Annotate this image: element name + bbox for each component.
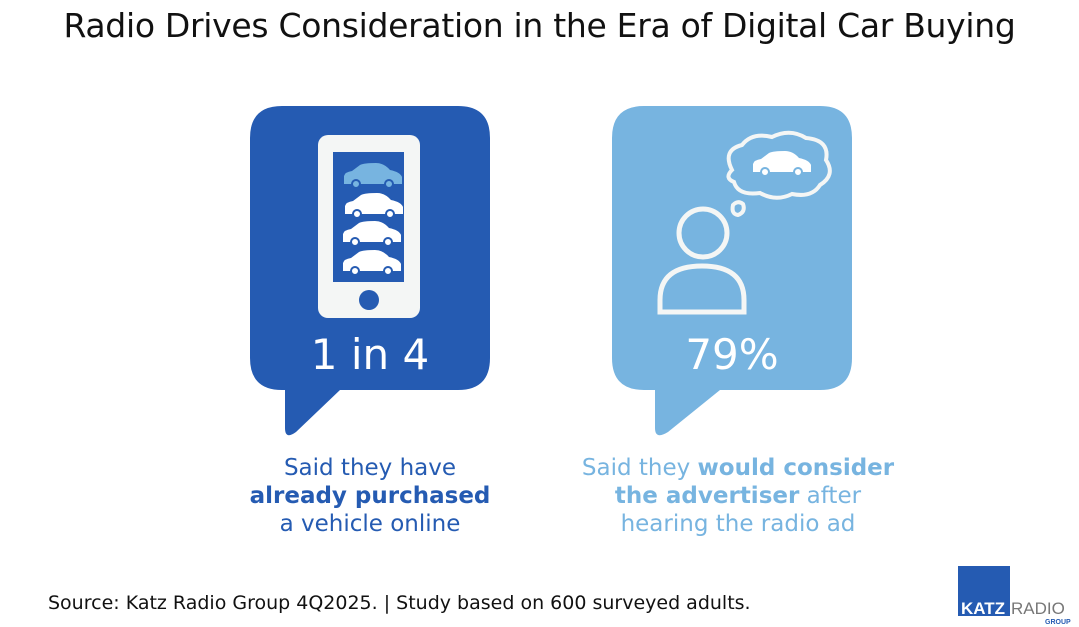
svg-text:RADIO: RADIO <box>1011 599 1065 618</box>
left-caption: Said they have already purchased a vehic… <box>249 455 491 537</box>
car-icon <box>344 163 402 189</box>
source-note: Source: Katz Radio Group 4Q2025. | Study… <box>48 592 751 614</box>
katz-radio-group-logo: KATZ RADIO GROUP <box>958 566 1071 626</box>
svg-text:GROUP: GROUP <box>1045 619 1071 626</box>
person-icon <box>657 206 747 315</box>
right-stat: 79% <box>685 330 779 379</box>
right-caption: Said they would consider the advertiser … <box>581 455 895 537</box>
car-icon <box>343 250 401 276</box>
svg-text:KATZ: KATZ <box>961 599 1005 618</box>
car-icon <box>345 193 403 219</box>
page-title: Radio Drives Consideration in the Era of… <box>63 6 1016 45</box>
thought-cloud-icon <box>726 130 832 218</box>
car-icon <box>343 221 401 247</box>
left-stat: 1 in 4 <box>310 330 430 379</box>
smartphone-icon <box>318 135 420 318</box>
